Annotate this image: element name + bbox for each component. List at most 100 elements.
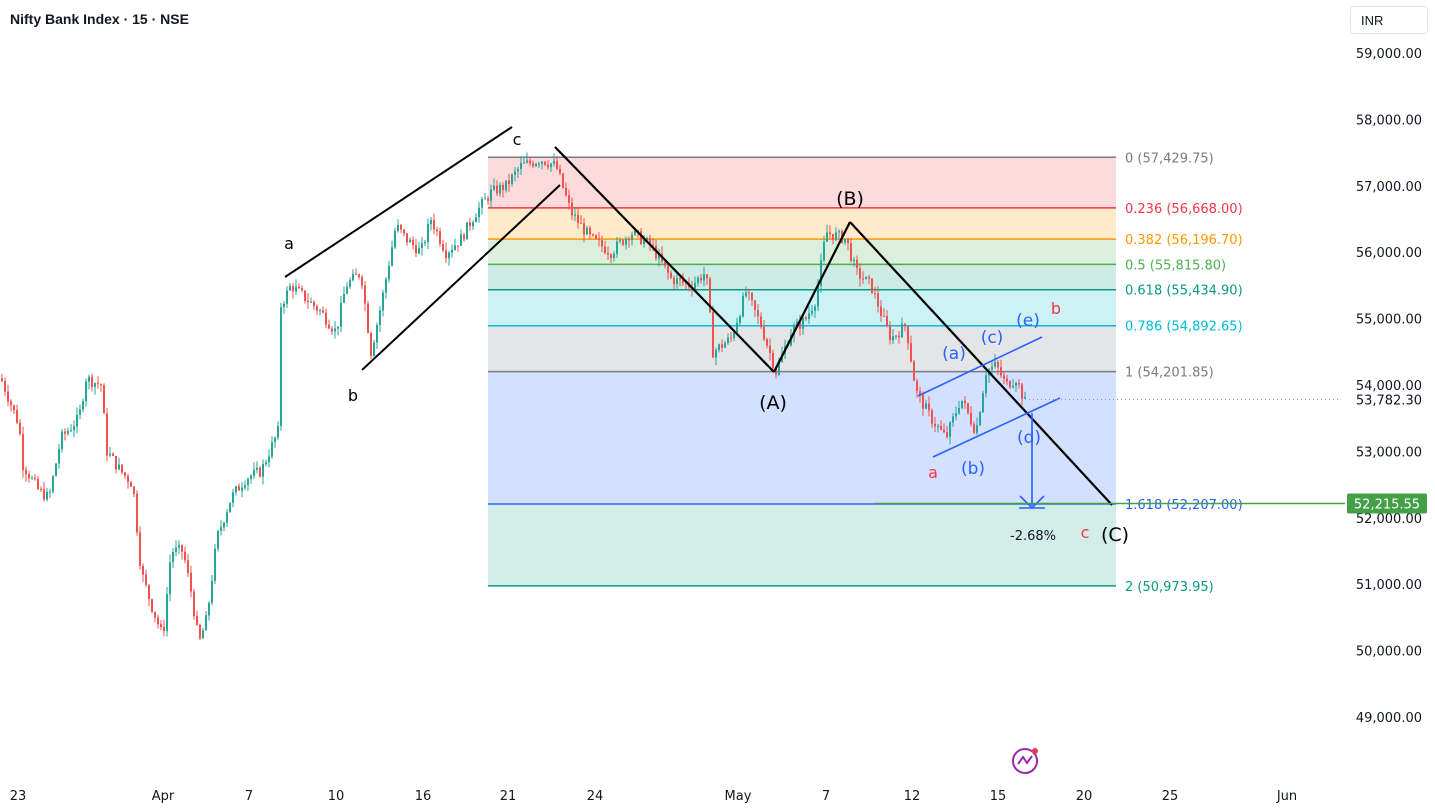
candle-body [997, 361, 999, 368]
candle [502, 182, 504, 198]
candle-body [151, 599, 153, 612]
candle-body [109, 453, 111, 456]
candle [283, 300, 285, 314]
candle [79, 404, 81, 420]
candle-body [448, 252, 450, 259]
candle-body [676, 278, 678, 285]
candle-body [502, 184, 504, 191]
time-tick-label: 7 [245, 789, 253, 804]
candle [757, 304, 759, 324]
candle [421, 236, 423, 256]
wave-label-A: (A) [759, 392, 787, 414]
candle-body [961, 400, 963, 408]
price-tick-label: 58,000.00 [1356, 113, 1422, 128]
fib-zone [488, 371, 1116, 505]
candle [910, 335, 912, 363]
candle [562, 172, 564, 189]
candle [544, 161, 546, 167]
candle [706, 273, 708, 285]
candle [553, 153, 555, 167]
candle [724, 340, 726, 349]
candle [853, 256, 855, 267]
candle [166, 586, 168, 637]
candle [922, 391, 924, 416]
logo-ring [1012, 748, 1038, 774]
candle-body [142, 566, 144, 575]
candle [703, 266, 705, 287]
currency-selector[interactable]: INR [1350, 6, 1428, 34]
candle-body [685, 282, 687, 284]
candle [295, 279, 297, 296]
candle-body [589, 227, 591, 235]
fib-level-label: 0.382 (56,196.70) [1125, 233, 1243, 248]
candle-body [865, 276, 867, 280]
candle-body [88, 376, 90, 382]
candle-body [454, 245, 456, 250]
candle-body [871, 278, 873, 293]
candle-body [97, 383, 99, 385]
candle-body [940, 425, 942, 430]
candle-body [289, 286, 291, 291]
fib-level-label: 0.618 (55,434.90) [1125, 284, 1243, 299]
candle-body [595, 235, 597, 239]
candle [913, 359, 915, 381]
candle-body [700, 277, 702, 281]
candle [532, 160, 534, 169]
candle-body [337, 326, 339, 329]
candle [556, 155, 558, 171]
candle [505, 180, 507, 193]
candle-body [952, 416, 954, 423]
candle [121, 464, 123, 475]
candle [169, 554, 171, 602]
candle [418, 241, 420, 255]
candle [967, 402, 969, 415]
candle [1012, 378, 1014, 389]
candle-body [373, 342, 375, 357]
candle [109, 446, 111, 458]
wave-label-red-c: c [1081, 523, 1090, 542]
candle-body [949, 422, 951, 437]
candle-body [886, 316, 888, 326]
candle [34, 474, 36, 481]
candle-body [292, 286, 294, 292]
candle-body [295, 286, 297, 292]
candle-body [427, 224, 429, 243]
time-tick-label: Jun [1276, 789, 1297, 804]
candle [820, 253, 822, 293]
candle-body [946, 432, 948, 437]
candle-body [586, 227, 588, 235]
candle [424, 239, 426, 247]
candle [799, 314, 801, 336]
candle [412, 236, 414, 250]
candle-body [892, 336, 894, 341]
candle-body [4, 381, 6, 392]
candle-body [556, 160, 558, 169]
candle-body [277, 425, 279, 438]
candle [163, 619, 165, 637]
candle [67, 427, 69, 436]
candle-body [340, 302, 342, 327]
candle-body [235, 486, 237, 493]
candle-body [208, 602, 210, 616]
candle [847, 238, 849, 251]
candle-body [511, 174, 513, 185]
candle [145, 569, 147, 588]
candle-body [856, 259, 858, 269]
wave-label-c: c [513, 130, 522, 149]
candle-body [460, 234, 462, 246]
candle-body [304, 290, 306, 301]
candle-body [535, 163, 537, 167]
measure-label: -2.68% [1010, 529, 1056, 544]
candle-body [439, 231, 441, 244]
candle-body [760, 316, 762, 328]
candle-body [430, 220, 432, 225]
candle-body [91, 376, 93, 387]
candle-body [547, 164, 549, 168]
triangle-upper-line [917, 336, 1043, 397]
candle [247, 477, 249, 491]
candle [766, 337, 768, 349]
fib-level-label: 0 (57,429.75) [1125, 151, 1214, 166]
candle-body [733, 332, 735, 338]
candle-body [508, 180, 510, 185]
